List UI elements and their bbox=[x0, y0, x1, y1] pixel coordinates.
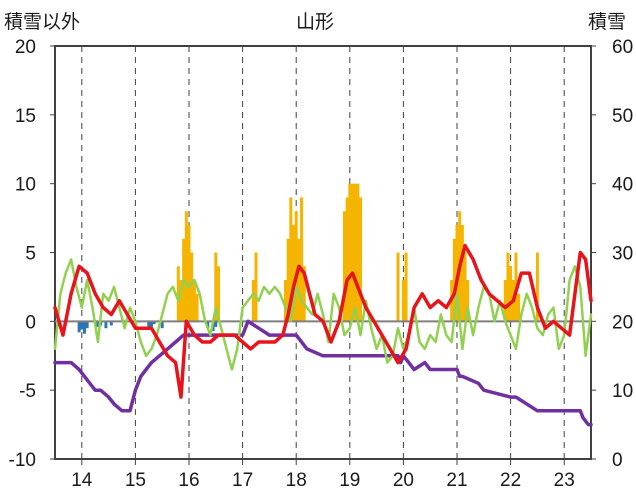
snowfall-bar bbox=[463, 252, 467, 322]
precip-bar bbox=[152, 321, 156, 325]
precip-bar bbox=[77, 321, 81, 333]
x-tick-label-14: 14 bbox=[71, 470, 93, 491]
x-tick-label-18: 18 bbox=[286, 470, 307, 491]
y-right-tick-20: 20 bbox=[612, 312, 633, 333]
x-tick-label-16: 16 bbox=[178, 470, 199, 491]
y-left-tick-10: 10 bbox=[15, 175, 36, 196]
snowfall-bar bbox=[345, 197, 349, 322]
snow_depth-line bbox=[53, 319, 593, 427]
snowfall-bar bbox=[254, 252, 258, 322]
snowfall-bar bbox=[302, 266, 306, 322]
y-left-tick-0: 0 bbox=[25, 312, 36, 333]
snowfall-bar bbox=[356, 183, 360, 322]
snowfall-bar bbox=[535, 252, 539, 322]
precip-bar bbox=[104, 321, 108, 329]
precip-bar bbox=[85, 321, 89, 329]
precip-bar bbox=[149, 321, 153, 327]
snowfall-bar bbox=[460, 224, 464, 322]
snowfall-bar bbox=[176, 266, 180, 322]
snowfall-bar bbox=[517, 293, 521, 322]
snowfall-bar bbox=[342, 211, 346, 322]
precip-bar bbox=[147, 321, 151, 330]
precip-bar bbox=[96, 321, 100, 327]
snowfall-bar bbox=[214, 252, 218, 322]
x-tick-label-22: 22 bbox=[500, 470, 521, 491]
precip-bar bbox=[80, 321, 84, 330]
snowfall-bar bbox=[179, 280, 183, 322]
snowfall-bar bbox=[292, 224, 296, 322]
y-left-tick-20: 20 bbox=[15, 37, 36, 58]
snowfall-bar bbox=[466, 280, 470, 322]
humidity-line bbox=[53, 258, 593, 371]
snowfall-bar bbox=[289, 197, 293, 322]
snowfall-bar bbox=[452, 238, 456, 322]
x-tick-label-21: 21 bbox=[446, 470, 467, 491]
snowfall-bar bbox=[404, 252, 408, 322]
snowfall-bar bbox=[353, 183, 357, 322]
snowfall-bar bbox=[251, 280, 255, 322]
y-right-tick-0: 0 bbox=[612, 450, 623, 471]
y-left-axis-title: 積雪以外 bbox=[4, 12, 81, 33]
snowfall-bar bbox=[297, 238, 301, 322]
precip-bar bbox=[109, 321, 113, 326]
snowfall-bar bbox=[190, 252, 194, 322]
snowfall-bar bbox=[509, 266, 513, 322]
snowfall-bar bbox=[506, 252, 510, 322]
snowfall-bar bbox=[350, 183, 354, 322]
snowfall-bar bbox=[187, 224, 191, 322]
snowfall-bar bbox=[401, 280, 405, 322]
snowfall-bar bbox=[286, 238, 290, 322]
y-left-tick--5: -5 bbox=[19, 381, 36, 402]
x-tick-label-17: 17 bbox=[232, 470, 253, 491]
y-left-tick-15: 15 bbox=[15, 106, 36, 127]
precip-bar bbox=[214, 321, 218, 327]
snowfall-bar bbox=[195, 293, 199, 322]
x-tick-label-20: 20 bbox=[393, 470, 414, 491]
y-left-tick--10: -10 bbox=[9, 450, 36, 471]
y-right-tick-60: 60 bbox=[612, 37, 633, 58]
y-right-tick-30: 30 bbox=[612, 244, 633, 265]
temperature-line bbox=[53, 243, 593, 399]
y-right-axis-title: 積雪 bbox=[588, 12, 627, 33]
snowfall-bar bbox=[294, 211, 298, 322]
snowfall-bar bbox=[184, 211, 188, 322]
precip-bar bbox=[160, 321, 164, 329]
snowfall-bar bbox=[192, 280, 196, 322]
x-tick-label-23: 23 bbox=[554, 470, 575, 491]
chart-title: 山形 bbox=[296, 12, 335, 33]
snowfall-bar bbox=[359, 197, 363, 322]
snowfall-bar bbox=[396, 252, 400, 322]
snowfall-bar bbox=[283, 280, 287, 322]
snowfall-bar bbox=[503, 280, 507, 322]
snowfall-bar bbox=[348, 183, 352, 322]
y-right-tick-40: 40 bbox=[612, 175, 633, 196]
precip-bar bbox=[82, 321, 86, 334]
x-tick-label-15: 15 bbox=[125, 470, 146, 491]
y-right-tick-10: 10 bbox=[612, 381, 633, 402]
y-right-tick-50: 50 bbox=[612, 106, 633, 127]
snowfall-bar bbox=[300, 197, 304, 322]
x-tick-label-19: 19 bbox=[339, 470, 360, 491]
y-left-tick-5: 5 bbox=[25, 244, 36, 265]
snowfall-bar bbox=[216, 266, 220, 322]
